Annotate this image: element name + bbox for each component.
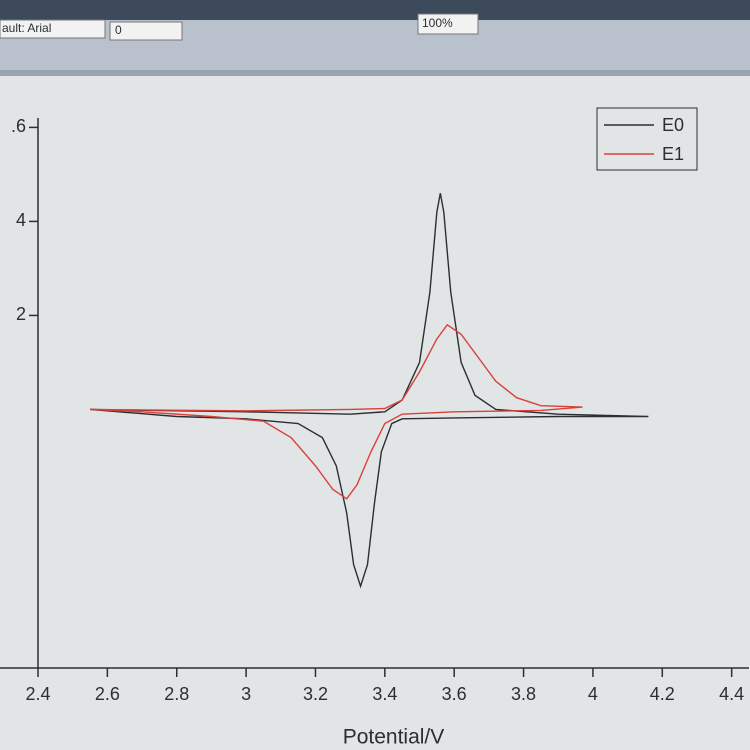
series-line — [89, 193, 649, 589]
x-tick-label: 2.4 — [25, 684, 50, 704]
toolbar-edge — [0, 70, 750, 76]
zoom: 100% — [422, 16, 453, 30]
y-tick-label: .6 — [11, 116, 26, 136]
font-size: 0 — [115, 23, 122, 37]
x-tick-label: 4 — [588, 684, 598, 704]
x-tick-label: 2.8 — [164, 684, 189, 704]
font-name: ault: Arial — [2, 21, 51, 35]
x-tick-label: 3.4 — [372, 684, 397, 704]
x-tick-label: 2.6 — [95, 684, 120, 704]
x-tick-label: 4.2 — [650, 684, 675, 704]
x-tick-label: 3.6 — [442, 684, 467, 704]
font-box[interactable] — [0, 19, 106, 39]
toolbar-top — [0, 0, 750, 20]
x-tick-label: 3 — [241, 684, 251, 704]
x-axis-label: Potential/V — [343, 726, 445, 749]
legend-label: E1 — [662, 144, 684, 164]
legend-box — [596, 107, 698, 171]
x-tick-label: 3.2 — [303, 684, 328, 704]
x-tick-label: 4.4 — [719, 684, 744, 704]
zoom-box[interactable] — [417, 13, 479, 35]
size-box[interactable] — [109, 21, 183, 41]
x-tick-label: 3.8 — [511, 684, 536, 704]
y-tick-label: 4 — [16, 210, 26, 230]
y-tick-label: 2 — [16, 304, 26, 324]
series-line — [89, 323, 583, 500]
legend-label: E0 — [662, 115, 684, 135]
